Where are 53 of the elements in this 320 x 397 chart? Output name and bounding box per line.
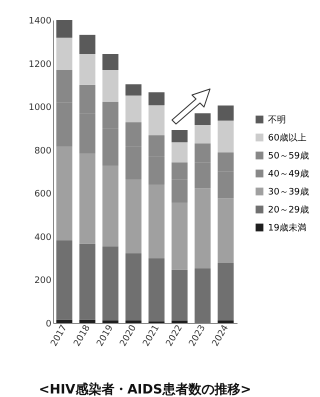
y-tick-label: 600 [34, 190, 52, 200]
bar [125, 84, 142, 96]
bar [56, 146, 72, 241]
bar [125, 180, 142, 254]
y-tick-label: 1400 [28, 16, 52, 26]
y-tick-label: 400 [34, 232, 52, 243]
bar [218, 320, 234, 323]
bar [172, 142, 188, 162]
bar [79, 54, 96, 85]
bar [56, 320, 72, 323]
bar [194, 113, 211, 125]
bar [194, 124, 211, 144]
bar [79, 244, 96, 320]
legend-label: 19歳未満 [268, 222, 306, 234]
bar [172, 270, 188, 321]
bar [102, 54, 118, 70]
bar [194, 268, 211, 323]
bar [148, 105, 165, 136]
legend-label: 50～59歳 [268, 150, 309, 162]
text: <HIV感染者・AIDS患者数の推移> [38, 381, 252, 397]
legend-label: 40～49歳 [268, 168, 309, 180]
bar [102, 70, 118, 102]
y-tick-label: 1000 [28, 103, 52, 114]
bar [79, 34, 96, 54]
bar [125, 96, 142, 122]
legend-label: 30～39歳 [268, 186, 309, 198]
bar [56, 38, 72, 70]
bar [79, 154, 96, 244]
y-tick-label: 0 [46, 320, 52, 330]
bar [56, 20, 72, 38]
bar [218, 105, 234, 121]
bar [125, 320, 142, 323]
legend-label: 20～29歳 [268, 204, 309, 216]
bar [172, 130, 188, 142]
bar [102, 246, 118, 320]
bar [194, 188, 211, 268]
y-tick-label: 200 [34, 276, 52, 286]
legend-label: 60歳以上 [268, 132, 306, 144]
y-tick-label: 1200 [28, 60, 52, 70]
bar [102, 320, 118, 323]
bar [148, 258, 165, 322]
y-tick-label: 800 [34, 146, 52, 156]
bar [218, 198, 234, 264]
bar [148, 184, 165, 258]
bar [125, 253, 142, 320]
bar [218, 120, 234, 152]
bar [79, 320, 96, 323]
bar [102, 166, 118, 246]
bar [218, 263, 234, 320]
bar [172, 202, 188, 270]
bar [148, 92, 165, 106]
legend-label: 不明 [268, 114, 286, 126]
bar [56, 240, 72, 320]
